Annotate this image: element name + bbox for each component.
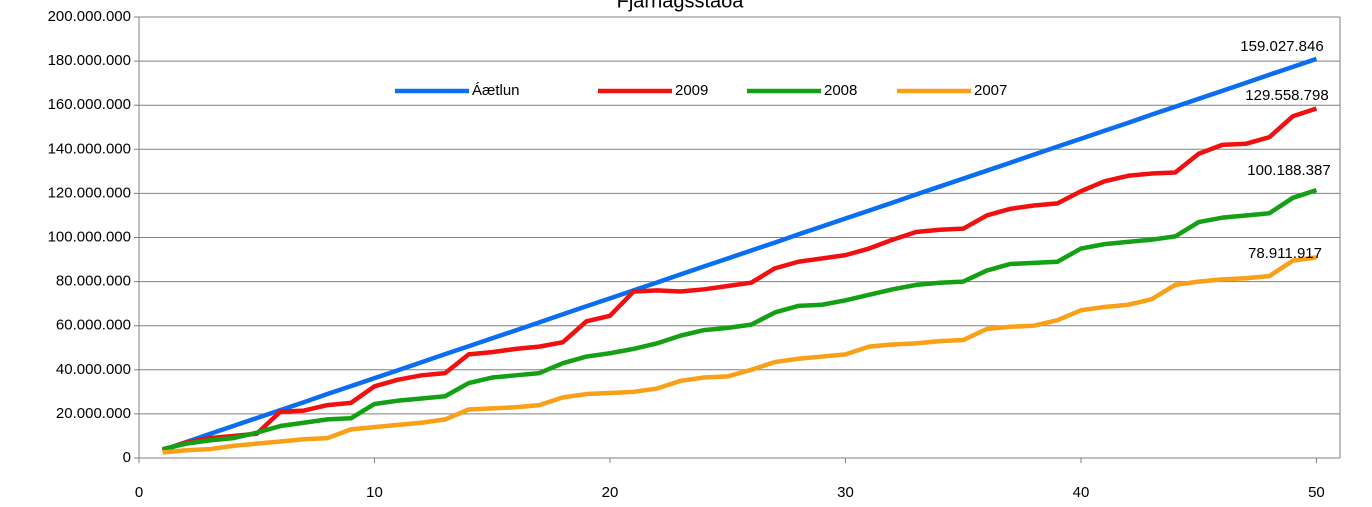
legend-label: 2008 <box>824 82 857 99</box>
y-tick-label: 40.000.000 <box>56 361 131 378</box>
x-tick-label: 50 <box>1308 484 1325 501</box>
legend-label: 2007 <box>974 82 1007 99</box>
y-tick-label: 100.000.000 <box>48 228 131 245</box>
x-tick-label: 40 <box>1073 484 1090 501</box>
x-tick-label: 30 <box>837 484 854 501</box>
x-tick-label: 20 <box>602 484 619 501</box>
y-tick-label: 180.000.000 <box>48 52 131 69</box>
x-tick-label: 0 <box>135 484 143 501</box>
annotation: 129.558.798 <box>1245 87 1328 104</box>
y-tick-label: 140.000.000 <box>48 140 131 157</box>
annotation: 100.188.387 <box>1247 162 1330 179</box>
series-line <box>162 255 1317 455</box>
chart-title: Fjárhagsstaða <box>617 0 745 12</box>
x-tick-label: 10 <box>366 484 383 501</box>
y-tick-label: 160.000.000 <box>48 96 131 113</box>
series-line <box>161 56 1318 453</box>
y-tick-label: 120.000.000 <box>48 184 131 201</box>
y-tick-label: 0 <box>123 449 131 466</box>
annotation: 78.911.917 <box>1248 245 1322 262</box>
y-tick-label: 60.000.000 <box>56 317 131 334</box>
y-tick-label: 80.000.000 <box>56 273 131 290</box>
y-tick-label: 20.000.000 <box>56 405 131 422</box>
legend-label: Áætlun <box>472 82 520 99</box>
series-line <box>161 106 1318 453</box>
annotation: 159.027.846 <box>1240 38 1323 55</box>
y-tick-label: 200.000.000 <box>48 8 131 25</box>
legend-label: 2009 <box>675 82 708 99</box>
series-line <box>162 187 1318 452</box>
